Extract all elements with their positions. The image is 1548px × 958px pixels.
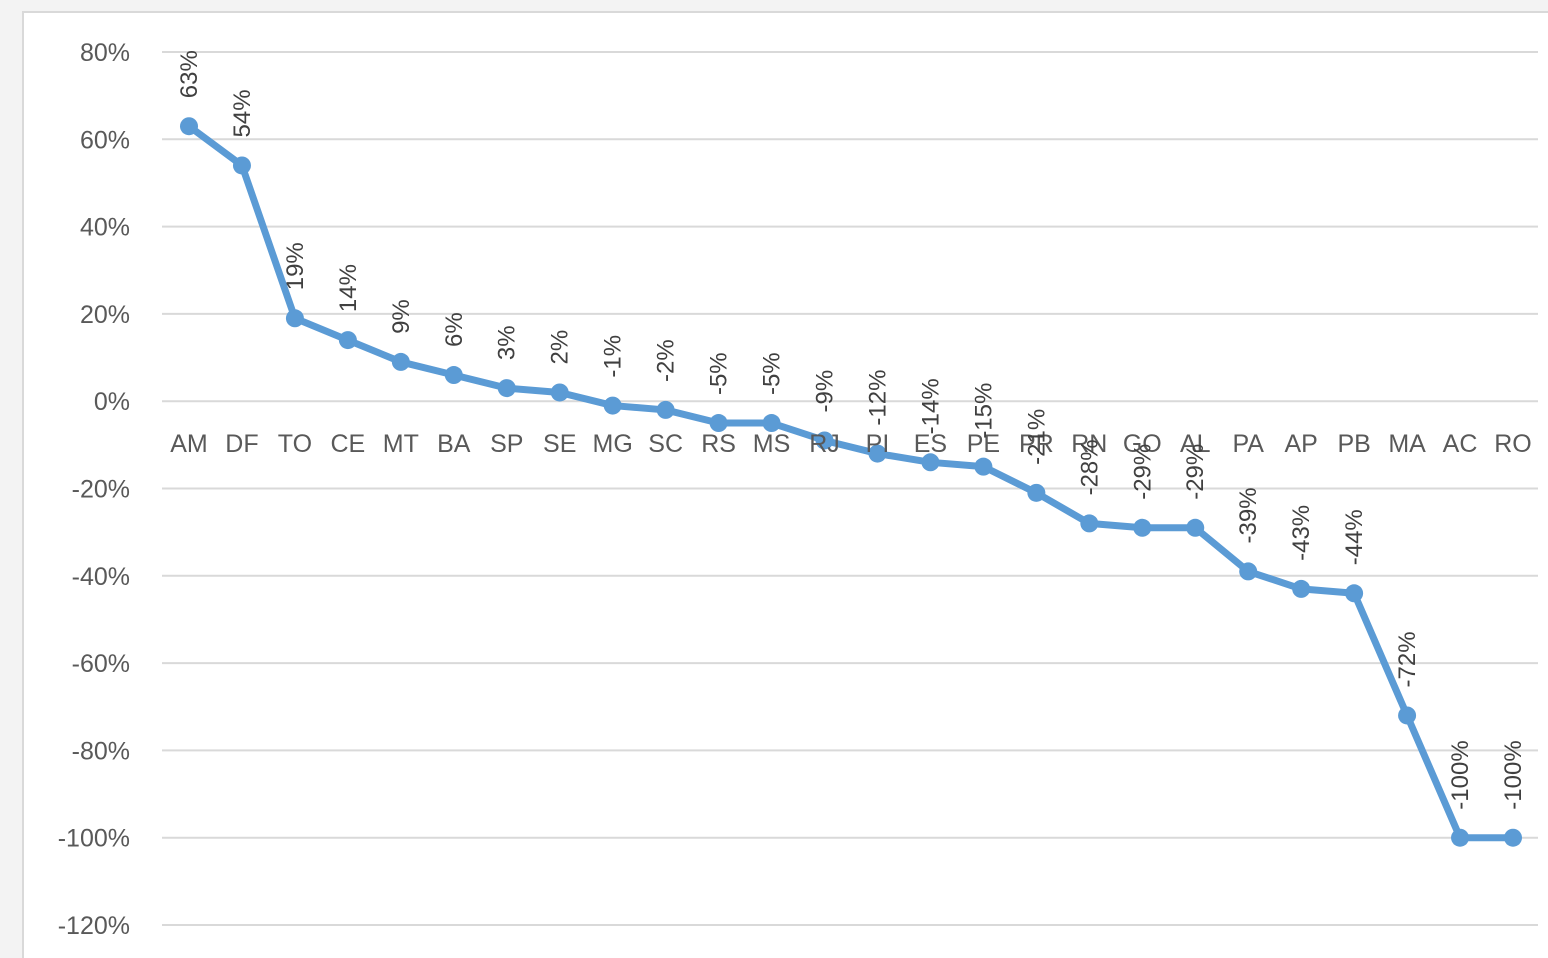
data-point <box>1451 828 1470 847</box>
data-point <box>815 431 834 450</box>
series-line <box>185 122 1517 842</box>
data-label: -5% <box>759 352 786 395</box>
y-tick-label: -120% <box>58 912 130 940</box>
data-point <box>1027 483 1046 502</box>
y-tick-label: -80% <box>72 737 130 765</box>
data-point <box>1504 828 1522 847</box>
data-label: -15% <box>970 383 997 439</box>
data-point <box>921 453 940 472</box>
data-label: -14% <box>917 378 944 434</box>
x-tick-label: GO <box>1123 430 1162 458</box>
x-tick-label: MA <box>1388 430 1426 458</box>
data-point <box>709 414 728 433</box>
data-point <box>444 366 463 385</box>
data-point <box>338 331 357 350</box>
data-label: 63% <box>176 50 203 98</box>
data-point <box>391 352 410 371</box>
data-point <box>285 309 304 328</box>
data-label: -100% <box>1447 740 1474 809</box>
data-label: 14% <box>335 264 362 312</box>
data-point <box>1292 579 1311 598</box>
y-tick-label: 60% <box>80 126 130 154</box>
x-tick-label: SP <box>490 430 523 458</box>
data-label: 9% <box>388 299 415 334</box>
chart-frame <box>22 11 1548 958</box>
data-point <box>603 396 622 415</box>
data-label: -44% <box>1341 509 1368 565</box>
data-label: -72% <box>1394 631 1421 687</box>
y-tick-label: 0% <box>94 388 130 416</box>
data-point <box>180 117 198 136</box>
x-tick-label: PI <box>866 430 890 458</box>
x-tick-label: RN <box>1071 430 1107 458</box>
data-label: 2% <box>547 330 574 365</box>
data-label: 54% <box>229 89 256 137</box>
x-tick-label: PR <box>1019 430 1054 458</box>
data-label: -2% <box>653 339 680 382</box>
data-point <box>1345 584 1364 603</box>
data-point <box>1239 562 1258 581</box>
x-tick-label: SE <box>543 430 576 458</box>
x-tick-label: MG <box>593 430 633 458</box>
data-label: 6% <box>441 312 468 347</box>
data-label: -5% <box>706 352 733 395</box>
x-tick-label: MS <box>753 430 791 458</box>
x-tick-label: ES <box>914 430 947 458</box>
x-tick-label: PE <box>967 430 1000 458</box>
x-tick-label: AC <box>1443 430 1478 458</box>
x-tick-label: RS <box>701 430 736 458</box>
y-tick-label: -100% <box>58 825 130 853</box>
x-tick-label: MT <box>383 430 419 458</box>
data-label: -43% <box>1288 505 1315 561</box>
x-tick-label: BA <box>437 430 471 458</box>
data-label: -1% <box>600 335 627 378</box>
x-tick-label: AP <box>1284 430 1317 458</box>
x-tick-label: PA <box>1232 430 1264 458</box>
y-tick-label: -60% <box>72 650 130 678</box>
y-tick-label: 20% <box>80 301 130 329</box>
x-tick-label: AL <box>1180 430 1211 458</box>
data-point <box>232 156 251 175</box>
data-point <box>656 400 675 419</box>
data-point <box>974 457 993 476</box>
data-label: -100% <box>1500 740 1527 809</box>
data-label: 3% <box>494 325 521 360</box>
data-label: -21% <box>1023 409 1050 465</box>
x-tick-label: CE <box>331 430 366 458</box>
data-point <box>1080 514 1099 533</box>
data-label: -29% <box>1129 444 1156 500</box>
x-tick-label: DF <box>225 430 258 458</box>
y-tick-label: -40% <box>72 563 130 591</box>
x-tick-label: AM <box>170 430 208 458</box>
data-point <box>1133 518 1152 537</box>
x-tick-label: PB <box>1337 430 1370 458</box>
y-tick-label: -20% <box>72 476 130 504</box>
data-point <box>762 414 781 433</box>
data-label: -12% <box>864 370 891 426</box>
data-label: -39% <box>1235 487 1262 543</box>
data-label: -28% <box>1076 439 1103 495</box>
data-point <box>1398 706 1417 725</box>
data-point <box>550 383 569 402</box>
y-tick-label: 80% <box>80 39 130 67</box>
x-tick-label: RJ <box>809 430 840 458</box>
data-point <box>1186 518 1205 537</box>
data-label: -29% <box>1182 444 1209 500</box>
data-label: 19% <box>282 242 309 290</box>
y-tick-label: 40% <box>80 214 130 242</box>
x-tick-label: TO <box>278 430 312 458</box>
x-tick-label: RO <box>1494 430 1532 458</box>
data-point <box>868 444 887 463</box>
data-point <box>497 379 516 398</box>
data-label: -9% <box>812 370 839 413</box>
x-tick-label: SC <box>648 430 683 458</box>
